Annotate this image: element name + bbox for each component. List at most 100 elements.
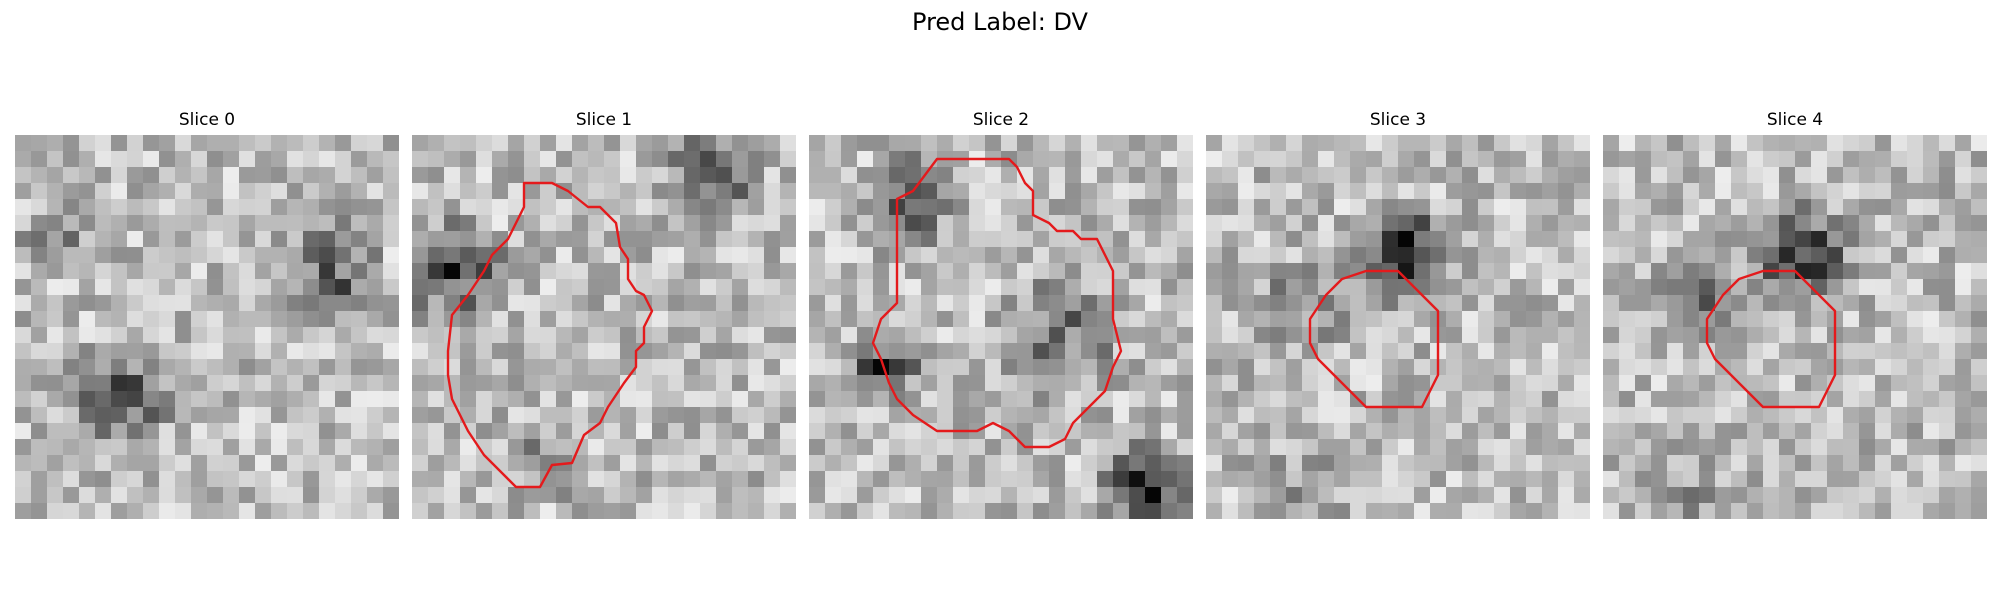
pixel <box>572 311 589 328</box>
pixel <box>1145 471 1162 488</box>
pixel <box>1731 391 1748 408</box>
pixel <box>191 407 208 424</box>
pixel <box>921 391 938 408</box>
pixel <box>556 295 573 312</box>
pixel <box>223 407 240 424</box>
pixel <box>127 439 144 456</box>
pixel <box>255 311 272 328</box>
pixel <box>873 375 890 392</box>
pixel <box>1859 199 1876 216</box>
pixel <box>15 423 32 440</box>
slice-pixels <box>412 135 796 519</box>
pixel <box>780 471 796 488</box>
pixel <box>287 503 304 519</box>
pixel <box>1430 471 1447 488</box>
pixel <box>223 295 240 312</box>
pixel <box>508 343 525 360</box>
pixel <box>1619 295 1636 312</box>
pixel <box>1731 199 1748 216</box>
pixel <box>15 167 32 184</box>
pixel <box>175 439 192 456</box>
pixel <box>1699 167 1716 184</box>
pixel <box>1081 487 1098 504</box>
pixel <box>191 167 208 184</box>
pixel <box>524 247 541 264</box>
pixel <box>1302 199 1319 216</box>
pixel <box>508 375 525 392</box>
pixel <box>1270 167 1287 184</box>
pixel <box>809 487 826 504</box>
pixel <box>921 503 938 519</box>
pixel <box>239 167 256 184</box>
pixel <box>1635 471 1652 488</box>
pixel <box>460 311 477 328</box>
pixel <box>1574 423 1590 440</box>
pixel <box>1222 135 1239 152</box>
pixel <box>985 231 1002 248</box>
pixel <box>780 183 796 200</box>
pixel <box>412 151 429 168</box>
pixel <box>111 183 128 200</box>
pixel <box>764 455 781 472</box>
pixel <box>1254 295 1271 312</box>
pixel <box>1715 327 1732 344</box>
pixel <box>1286 151 1303 168</box>
slice-image <box>809 135 1193 519</box>
pixel <box>175 327 192 344</box>
pixel <box>1891 279 1908 296</box>
pixel <box>444 503 461 519</box>
pixel <box>1478 455 1495 472</box>
pixel <box>937 231 954 248</box>
pixel <box>1955 247 1972 264</box>
slice-panel-2: Slice 2 <box>809 108 1193 519</box>
pixel <box>79 407 96 424</box>
pixel <box>207 311 224 328</box>
pixel <box>1574 167 1590 184</box>
pixel <box>47 279 64 296</box>
pixel <box>1510 263 1527 280</box>
pixel <box>780 327 796 344</box>
pixel <box>1286 215 1303 232</box>
pixel <box>841 295 858 312</box>
pixel <box>825 439 842 456</box>
pixel <box>1129 295 1146 312</box>
pixel <box>127 455 144 472</box>
pixel <box>1430 439 1447 456</box>
pixel <box>540 391 557 408</box>
pixel <box>1177 247 1193 264</box>
pixel <box>1715 471 1732 488</box>
pixel <box>1334 503 1351 519</box>
pixel <box>207 247 224 264</box>
pixel <box>95 279 112 296</box>
pixel <box>1939 487 1956 504</box>
pixel <box>969 215 986 232</box>
pixel <box>95 199 112 216</box>
pixel <box>1462 327 1479 344</box>
pixel <box>1635 327 1652 344</box>
pixel <box>1177 391 1193 408</box>
pixel <box>1574 359 1590 376</box>
pixel <box>1113 471 1130 488</box>
pixel <box>1683 183 1700 200</box>
pixel <box>1526 263 1543 280</box>
pixel <box>969 503 986 519</box>
pixel <box>1875 343 1892 360</box>
pixel <box>15 343 32 360</box>
pixel <box>1603 455 1620 472</box>
pixel <box>127 327 144 344</box>
pixel <box>191 487 208 504</box>
segmentation-contour <box>871 157 1123 449</box>
pixel <box>969 199 986 216</box>
pixel <box>319 375 336 392</box>
pixel <box>1222 279 1239 296</box>
pixel <box>969 359 986 376</box>
pixel <box>921 215 938 232</box>
pixel <box>684 199 701 216</box>
pixel <box>1222 295 1239 312</box>
pixel <box>271 279 288 296</box>
pixel <box>1542 199 1559 216</box>
pixel <box>1510 503 1527 519</box>
pixel <box>1382 455 1399 472</box>
pixel <box>207 327 224 344</box>
pixel <box>1350 295 1367 312</box>
